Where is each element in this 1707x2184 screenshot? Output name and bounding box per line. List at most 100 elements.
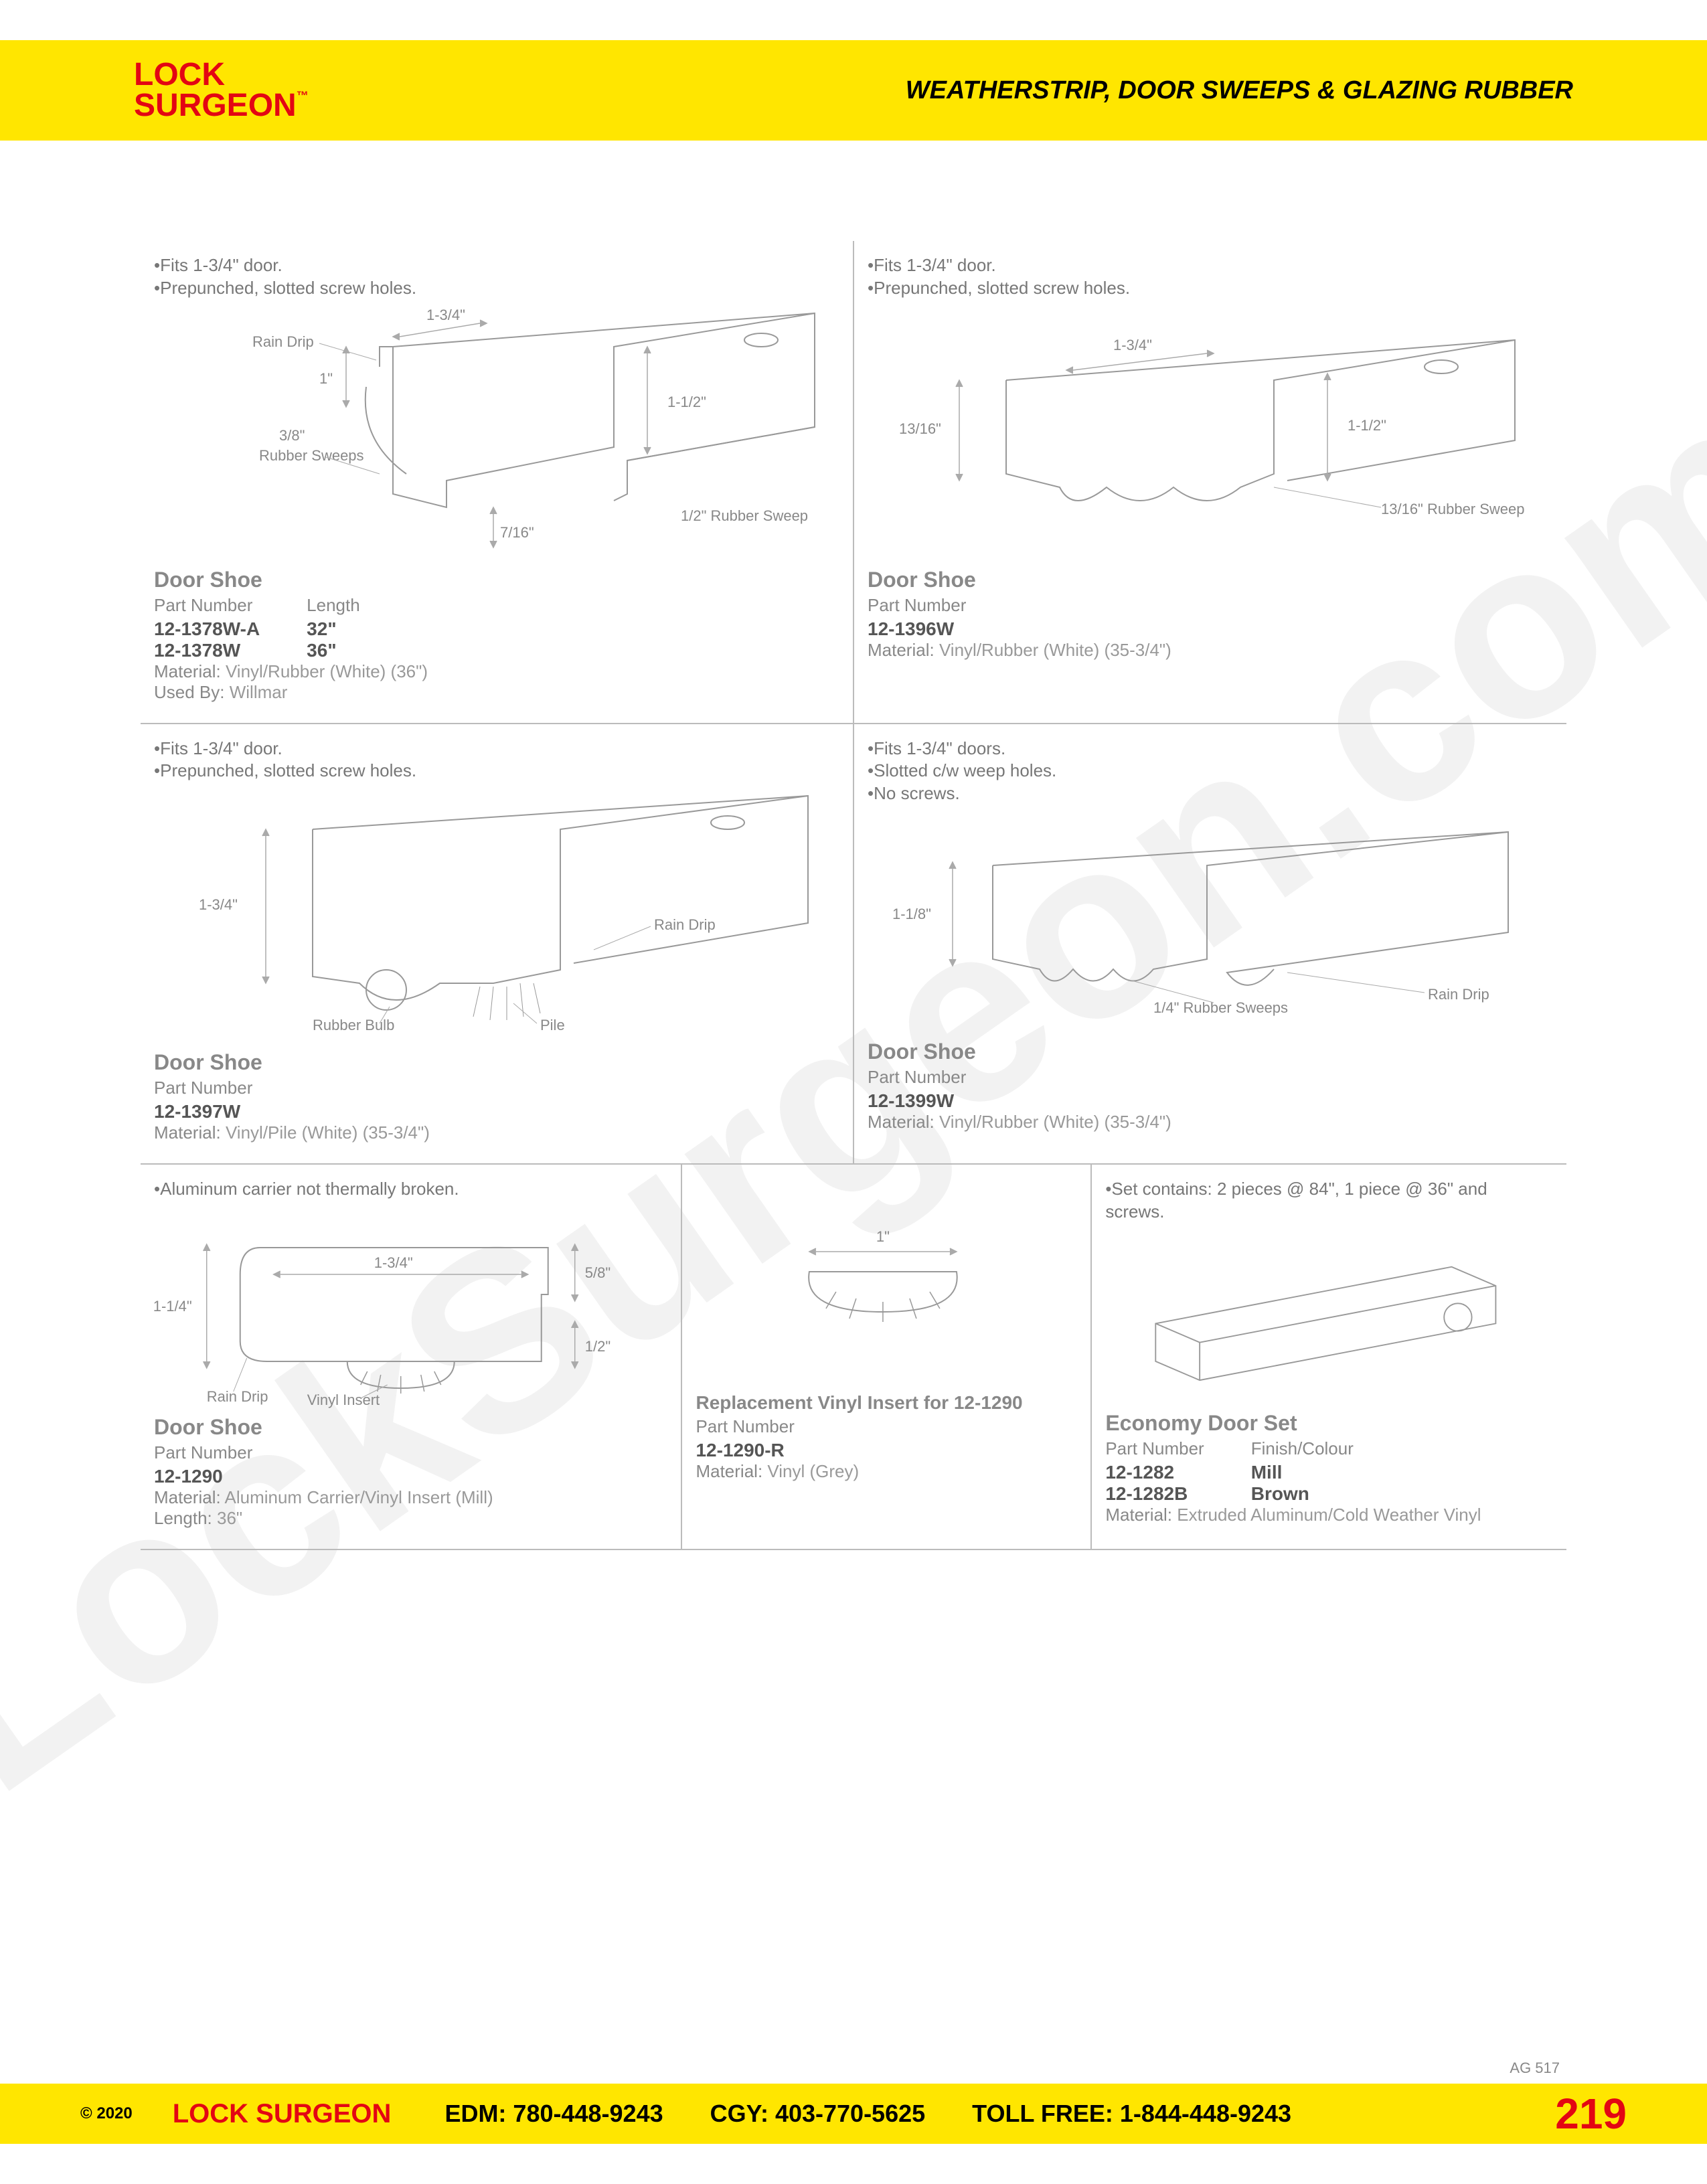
note: •Slotted c/w weep holes. [868,760,1546,782]
p1-spec-table: Part Number 12-1378W-A 12-1378W Length 3… [154,595,833,661]
cell-p4: •Fits 1-3/4" doors. •Slotted c/w weep ho… [854,724,1566,1164]
p5-material: Material: Aluminum Carrier/Vinyl Insert … [154,1487,661,1508]
cell-p1: •Fits 1-3/4" door. •Prepunched, slotted … [141,241,854,723]
p2-notes: •Fits 1-3/4" door. •Prepunched, slotted … [868,254,1546,300]
cell-p3: •Fits 1-3/4" door. •Prepunched, slotted … [141,724,854,1164]
note: •Fits 1-3/4" doors. [868,738,1546,760]
part-number: 12-1290 [154,1466,661,1487]
length: 32" [307,618,360,640]
page-number: 219 [1555,2089,1627,2138]
p7-spec-table: Part Number 12-1282 12-1282B Finish/Colo… [1105,1438,1546,1505]
contact-tollfree: TOLL FREE: 1-844-448-9243 [972,2100,1291,2128]
p7-notes: •Set contains: 2 pieces @ 84", 1 piece @… [1105,1178,1546,1224]
svg-text:Pile: Pile [540,1017,565,1033]
finish: Brown [1251,1483,1354,1505]
part-number: 12-1378W-A [154,618,260,640]
tm-symbol: ™ [297,89,309,102]
svg-text:1": 1" [319,370,333,387]
p2-title: Door Shoe [868,568,1546,592]
content-grid: •Fits 1-3/4" door. •Prepunched, slotted … [141,241,1566,1550]
p3-material: Material: Vinyl/Pile (White) (35-3/4") [154,1122,833,1143]
svg-text:1-1/8": 1-1/8" [892,906,931,922]
page-title: WEATHERSTRIP, DOOR SWEEPS & GLAZING RUBB… [906,76,1573,105]
svg-text:1-1/4": 1-1/4" [154,1298,192,1315]
note: •Fits 1-3/4" door. [868,254,1546,277]
p7-title: Economy Door Set [1105,1411,1546,1436]
svg-text:1-3/4": 1-3/4" [199,896,238,913]
p1-diagram: 1" 1-3/4" 3/8" 1-1/2" 7/16" 1/2" Rubber … [154,307,833,561]
p3-title: Door Shoe [154,1050,833,1075]
p1-material: Material: Vinyl/Rubber (White) (36") [154,661,833,682]
note: •Prepunched, slotted screw holes. [868,277,1546,300]
p7-diagram [1105,1230,1546,1404]
p4-notes: •Fits 1-3/4" doors. •Slotted c/w weep ho… [868,738,1546,805]
header-bar: LOCK SURGEON™ WEATHERSTRIP, DOOR SWEEPS … [0,40,1707,141]
pn-label: Part Number [868,1067,1546,1088]
copyright: © 2020 [80,2104,133,2123]
note: •Prepunched, slotted screw holes. [154,277,833,300]
p6-title: Replacement Vinyl Insert for 12-1290 [696,1392,1070,1414]
contact-edm: EDM: 780-448-9243 [444,2100,663,2128]
p5-diagram: 1-1/4" 1-3/4" 5/8" 1/2" Rain Drip Vinyl … [154,1207,661,1408]
part-number: 12-1399W [868,1090,1546,1112]
svg-text:1/4" Rubber Sweeps: 1/4" Rubber Sweeps [1153,999,1288,1016]
p3-diagram: 1-3/4" Rubber Bulb Pile Rain Drip [154,789,833,1043]
cell-p2: •Fits 1-3/4" door. •Prepunched, slotted … [854,241,1566,723]
svg-text:1-3/4": 1-3/4" [374,1254,413,1271]
col-header: Part Number [154,595,260,616]
p1-usedby: Used By: Willmar [154,682,833,703]
p6-diagram: 1" [696,1185,1070,1385]
p4-diagram: 1-1/8" 1/4" Rubber Sweeps Rain Drip [868,812,1546,1033]
svg-text:Rain Drip: Rain Drip [207,1388,268,1405]
note: •Fits 1-3/4" door. [154,254,833,277]
part-number: 12-1282B [1105,1483,1204,1505]
svg-text:Rubber Sweeps: Rubber Sweeps [259,447,364,464]
svg-text:1-3/4": 1-3/4" [1113,337,1152,353]
note: •Fits 1-3/4" door. [154,738,833,760]
p7-material: Material: Extruded Aluminum/Cold Weather… [1105,1505,1546,1525]
svg-text:7/16": 7/16" [500,524,534,541]
pn-label: Part Number [696,1416,1070,1437]
p5-title: Door Shoe [154,1415,661,1440]
contact-cgy: CGY: 403-770-5625 [710,2100,926,2128]
p6-material: Material: Vinyl (Grey) [696,1461,1070,1482]
p5-notes: •Aluminum carrier not thermally broken. [154,1178,661,1201]
svg-text:1-3/4": 1-3/4" [426,307,465,323]
pn-label: Part Number [868,595,1546,616]
part-number: 12-1378W [154,640,260,661]
col-header: Part Number [1105,1438,1204,1459]
svg-text:1-1/2": 1-1/2" [1348,417,1386,434]
pn-label: Part Number [154,1078,833,1098]
p1-notes: •Fits 1-3/4" door. •Prepunched, slotted … [154,254,833,300]
row-3: •Aluminum carrier not thermally broken. [141,1165,1566,1550]
p4-material: Material: Vinyl/Rubber (White) (35-3/4") [868,1112,1546,1132]
note: •Set contains: 2 pieces @ 84", 1 piece @… [1105,1178,1546,1224]
cell-p6: 1" Replacement Vinyl Insert for 12-1290 … [682,1165,1092,1549]
row-2: •Fits 1-3/4" door. •Prepunched, slotted … [141,724,1566,1165]
cell-p7: •Set contains: 2 pieces @ 84", 1 piece @… [1092,1165,1566,1549]
svg-text:Rain Drip: Rain Drip [654,916,716,933]
part-number: 12-1397W [154,1101,833,1122]
length: 36" [307,640,360,661]
part-number: 12-1282 [1105,1462,1204,1483]
part-number: 12-1290-R [696,1440,1070,1461]
svg-text:1-1/2": 1-1/2" [667,394,706,410]
footer-brand: LOCK SURGEON [173,2099,392,2129]
p2-diagram: 13/16" 1-3/4" 1-1/2" 13/16" Rubber Sweep [868,307,1546,561]
brand-line2: SURGEON [134,88,297,123]
finish: Mill [1251,1462,1354,1483]
p3-notes: •Fits 1-3/4" door. •Prepunched, slotted … [154,738,833,783]
svg-text:Rain Drip: Rain Drip [1428,986,1489,1003]
note: •Aluminum carrier not thermally broken. [154,1178,661,1201]
cell-p5: •Aluminum carrier not thermally broken. [141,1165,682,1549]
row-1: •Fits 1-3/4" door. •Prepunched, slotted … [141,241,1566,724]
svg-text:3/8": 3/8" [279,427,305,444]
svg-text:Rain Drip: Rain Drip [252,333,314,350]
svg-text:1/2" Rubber Sweep: 1/2" Rubber Sweep [681,507,808,524]
svg-text:1": 1" [876,1228,890,1245]
footer-bar: © 2020 LOCK SURGEON EDM: 780-448-9243 CG… [0,2084,1707,2144]
pn-label: Part Number [154,1442,661,1463]
p1-title: Door Shoe [154,568,833,592]
svg-text:13/16": 13/16" [899,420,941,437]
col-header: Finish/Colour [1251,1438,1354,1459]
